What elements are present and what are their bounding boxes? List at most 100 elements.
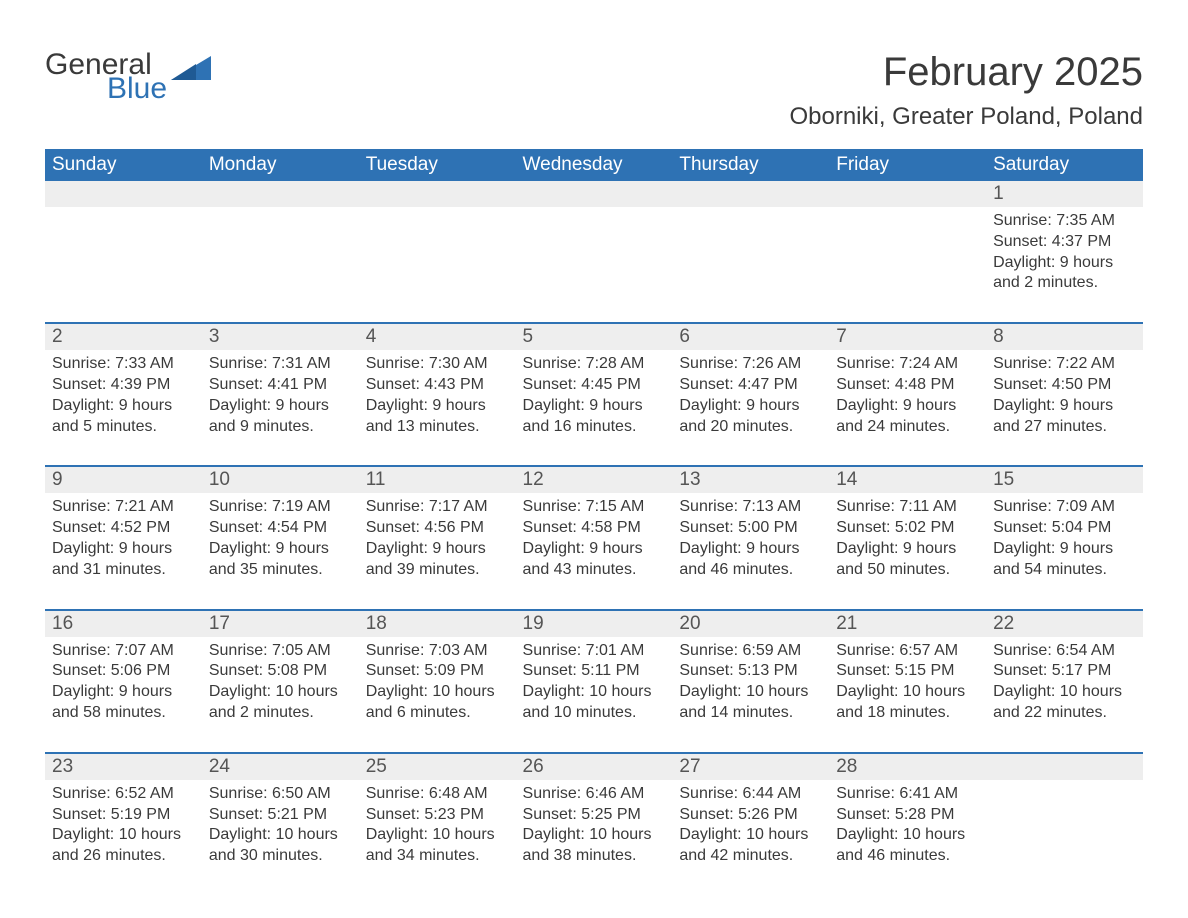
sunset-text: Sunset: 4:58 PM — [523, 518, 666, 539]
sunset-text: Sunset: 4:56 PM — [366, 518, 509, 539]
sunrise-text: Sunrise: 6:44 AM — [679, 784, 822, 805]
sunset-text: Sunset: 4:50 PM — [993, 375, 1136, 396]
sunrise-text: Sunrise: 7:07 AM — [52, 641, 195, 662]
sunset-text: Sunset: 5:15 PM — [836, 661, 979, 682]
sunset-text: Sunset: 5:09 PM — [366, 661, 509, 682]
daylight-text: Daylight: 9 hours and 2 minutes. — [993, 253, 1136, 295]
day-detail-cell: Sunrise: 7:21 AMSunset: 4:52 PMDaylight:… — [45, 493, 202, 609]
calendar-header-row: Sunday Monday Tuesday Wednesday Thursday… — [45, 149, 1143, 181]
day-number-cell: 8 — [986, 323, 1143, 350]
day-number-cell: 9 — [45, 466, 202, 493]
daylight-text: Daylight: 10 hours and 14 minutes. — [679, 682, 822, 724]
sunset-text: Sunset: 4:52 PM — [52, 518, 195, 539]
daylight-text: Daylight: 10 hours and 42 minutes. — [679, 825, 822, 867]
sunset-text: Sunset: 4:54 PM — [209, 518, 352, 539]
day-detail-cell — [359, 207, 516, 323]
sunset-text: Sunset: 5:08 PM — [209, 661, 352, 682]
day-number-cell: 4 — [359, 323, 516, 350]
daylight-text: Daylight: 9 hours and 58 minutes. — [52, 682, 195, 724]
day-detail-cell: Sunrise: 7:30 AMSunset: 4:43 PMDaylight:… — [359, 350, 516, 466]
week-detail-row: Sunrise: 7:35 AMSunset: 4:37 PMDaylight:… — [45, 207, 1143, 323]
week-daynum-row: 2345678 — [45, 323, 1143, 350]
day-number-cell: 19 — [516, 610, 673, 637]
sunset-text: Sunset: 5:26 PM — [679, 805, 822, 826]
daylight-text: Daylight: 9 hours and 31 minutes. — [52, 539, 195, 581]
sunrise-text: Sunrise: 6:41 AM — [836, 784, 979, 805]
sunrise-text: Sunrise: 7:24 AM — [836, 354, 979, 375]
sunrise-text: Sunrise: 7:11 AM — [836, 497, 979, 518]
day-number-cell — [202, 181, 359, 207]
week-detail-row: Sunrise: 7:33 AMSunset: 4:39 PMDaylight:… — [45, 350, 1143, 466]
day-detail-cell: Sunrise: 6:44 AMSunset: 5:26 PMDaylight:… — [672, 780, 829, 871]
day-number-cell: 2 — [45, 323, 202, 350]
sunrise-text: Sunrise: 7:33 AM — [52, 354, 195, 375]
day-number-cell: 21 — [829, 610, 986, 637]
sunset-text: Sunset: 5:21 PM — [209, 805, 352, 826]
logo-flag-icon — [171, 56, 211, 80]
day-detail-cell: Sunrise: 7:05 AMSunset: 5:08 PMDaylight:… — [202, 637, 359, 753]
sunset-text: Sunset: 5:06 PM — [52, 661, 195, 682]
day-detail-cell: Sunrise: 7:01 AMSunset: 5:11 PMDaylight:… — [516, 637, 673, 753]
day-detail-cell: Sunrise: 6:41 AMSunset: 5:28 PMDaylight:… — [829, 780, 986, 871]
day-detail-cell: Sunrise: 7:26 AMSunset: 4:47 PMDaylight:… — [672, 350, 829, 466]
day-detail-cell: Sunrise: 6:52 AMSunset: 5:19 PMDaylight:… — [45, 780, 202, 871]
title-block: February 2025 Oborniki, Greater Poland, … — [789, 50, 1143, 131]
day-number-cell: 26 — [516, 753, 673, 780]
day-number-cell: 15 — [986, 466, 1143, 493]
day-number-cell: 5 — [516, 323, 673, 350]
day-detail-cell — [829, 207, 986, 323]
sunrise-text: Sunrise: 6:48 AM — [366, 784, 509, 805]
daylight-text: Daylight: 9 hours and 9 minutes. — [209, 396, 352, 438]
week-daynum-row: 232425262728 — [45, 753, 1143, 780]
day-number-cell: 11 — [359, 466, 516, 493]
daylight-text: Daylight: 10 hours and 30 minutes. — [209, 825, 352, 867]
daylight-text: Daylight: 9 hours and 27 minutes. — [993, 396, 1136, 438]
sunrise-text: Sunrise: 7:13 AM — [679, 497, 822, 518]
sunrise-text: Sunrise: 6:52 AM — [52, 784, 195, 805]
sunrise-text: Sunrise: 7:05 AM — [209, 641, 352, 662]
daylight-text: Daylight: 10 hours and 38 minutes. — [523, 825, 666, 867]
daylight-text: Daylight: 10 hours and 2 minutes. — [209, 682, 352, 724]
day-number-cell: 24 — [202, 753, 359, 780]
sunset-text: Sunset: 4:48 PM — [836, 375, 979, 396]
daylight-text: Daylight: 9 hours and 5 minutes. — [52, 396, 195, 438]
col-saturday: Saturday — [986, 149, 1143, 181]
sunrise-text: Sunrise: 7:03 AM — [366, 641, 509, 662]
logo: General Blue — [45, 50, 211, 104]
sunrise-text: Sunrise: 7:15 AM — [523, 497, 666, 518]
col-monday: Monday — [202, 149, 359, 181]
week-daynum-row: 9101112131415 — [45, 466, 1143, 493]
day-detail-cell: Sunrise: 7:03 AMSunset: 5:09 PMDaylight:… — [359, 637, 516, 753]
day-detail-cell: Sunrise: 6:59 AMSunset: 5:13 PMDaylight:… — [672, 637, 829, 753]
day-number-cell: 3 — [202, 323, 359, 350]
week-detail-row: Sunrise: 6:52 AMSunset: 5:19 PMDaylight:… — [45, 780, 1143, 871]
sunset-text: Sunset: 5:17 PM — [993, 661, 1136, 682]
day-detail-cell: Sunrise: 6:57 AMSunset: 5:15 PMDaylight:… — [829, 637, 986, 753]
calendar-body: 1Sunrise: 7:35 AMSunset: 4:37 PMDaylight… — [45, 181, 1143, 871]
sunset-text: Sunset: 5:28 PM — [836, 805, 979, 826]
week-daynum-row: 16171819202122 — [45, 610, 1143, 637]
day-detail-cell: Sunrise: 7:33 AMSunset: 4:39 PMDaylight:… — [45, 350, 202, 466]
day-number-cell: 22 — [986, 610, 1143, 637]
week-detail-row: Sunrise: 7:07 AMSunset: 5:06 PMDaylight:… — [45, 637, 1143, 753]
logo-word-blue: Blue — [107, 74, 167, 104]
sunset-text: Sunset: 4:47 PM — [679, 375, 822, 396]
daylight-text: Daylight: 9 hours and 16 minutes. — [523, 396, 666, 438]
daylight-text: Daylight: 10 hours and 6 minutes. — [366, 682, 509, 724]
day-number-cell — [516, 181, 673, 207]
day-number-cell: 6 — [672, 323, 829, 350]
col-tuesday: Tuesday — [359, 149, 516, 181]
daylight-text: Daylight: 10 hours and 18 minutes. — [836, 682, 979, 724]
daylight-text: Daylight: 9 hours and 54 minutes. — [993, 539, 1136, 581]
day-detail-cell: Sunrise: 7:22 AMSunset: 4:50 PMDaylight:… — [986, 350, 1143, 466]
daylight-text: Daylight: 9 hours and 46 minutes. — [679, 539, 822, 581]
calendar-table: Sunday Monday Tuesday Wednesday Thursday… — [45, 149, 1143, 871]
day-detail-cell: Sunrise: 7:24 AMSunset: 4:48 PMDaylight:… — [829, 350, 986, 466]
day-number-cell: 23 — [45, 753, 202, 780]
daylight-text: Daylight: 9 hours and 50 minutes. — [836, 539, 979, 581]
day-number-cell: 13 — [672, 466, 829, 493]
daylight-text: Daylight: 9 hours and 20 minutes. — [679, 396, 822, 438]
sunset-text: Sunset: 5:13 PM — [679, 661, 822, 682]
day-number-cell — [986, 753, 1143, 780]
day-detail-cell: Sunrise: 6:50 AMSunset: 5:21 PMDaylight:… — [202, 780, 359, 871]
